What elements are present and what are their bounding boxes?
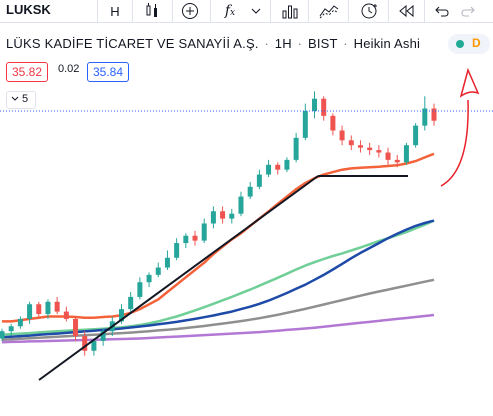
- candle-up: [256, 174, 262, 187]
- candle-up: [413, 125, 419, 146]
- bar-chart-icon[interactable]: [278, 0, 302, 22]
- candle-up: [164, 257, 170, 268]
- trendline-drawing: [38, 175, 319, 381]
- spread-value: 0.02: [58, 63, 80, 75]
- candle-down: [192, 235, 198, 241]
- candle-down: [394, 159, 400, 163]
- candle-up: [422, 108, 428, 126]
- candle-up: [229, 213, 235, 219]
- candle-up: [146, 274, 152, 283]
- candle-down: [385, 152, 391, 160]
- top-toolbar: LUKSK H fx: [0, 0, 493, 23]
- candle-down: [321, 98, 327, 116]
- candle-down: [73, 318, 79, 337]
- moving-average-ma5: [1, 313, 435, 344]
- candle-down: [339, 130, 345, 141]
- toolbar-divider: [132, 0, 133, 22]
- candles-icon[interactable]: [140, 0, 164, 22]
- candle-down: [63, 311, 69, 319]
- candle-down: [348, 140, 354, 146]
- candle-up: [284, 159, 290, 170]
- symbol-name[interactable]: LÜKS KADİFE TİCARET VE SANAYİİ A.Ş.: [6, 36, 259, 51]
- candle-up: [403, 145, 409, 163]
- candles: [0, 91, 437, 356]
- candle-up: [91, 340, 97, 351]
- candle-up: [118, 309, 124, 322]
- legend-chart-type: Heikin Ashi: [353, 36, 421, 51]
- buy-price[interactable]: 35.84: [87, 62, 130, 82]
- candle-up: [293, 137, 299, 160]
- candle-up: [238, 196, 244, 214]
- candle-up: [312, 98, 318, 111]
- candle-up: [100, 331, 106, 341]
- toolbar-divider: [388, 0, 389, 22]
- candle-down: [330, 115, 336, 131]
- toolbar-divider: [172, 0, 173, 22]
- candle-down: [82, 336, 88, 351]
- replay-icon[interactable]: [394, 0, 418, 22]
- candle-down: [376, 150, 382, 153]
- add-compare-icon[interactable]: [178, 0, 202, 22]
- legend-interval: 1H: [274, 36, 292, 51]
- toolbar-divider: [424, 0, 425, 22]
- toolbar-divider: [348, 0, 349, 22]
- candle-up: [302, 110, 308, 138]
- candle-down: [275, 164, 281, 170]
- sell-price[interactable]: 35.82: [6, 62, 49, 82]
- indicators-icon[interactable]: fx: [224, 3, 236, 19]
- toolbar-divider: [270, 0, 271, 22]
- candle-up: [128, 296, 134, 310]
- chevron-down-icon: [11, 93, 19, 108]
- candle-up: [210, 211, 216, 224]
- arrow-head-icon: [459, 67, 480, 98]
- area-chart-icon[interactable]: [316, 0, 342, 22]
- candle-down: [54, 301, 60, 312]
- redo-icon[interactable]: [458, 0, 480, 22]
- candle-up: [174, 243, 180, 258]
- candle-down: [367, 147, 373, 151]
- candle-up: [0, 331, 5, 339]
- candle-up: [201, 223, 207, 241]
- moving-average-ma1: [2, 152, 435, 323]
- symbol-legend: LÜKS KADİFE TİCARET VE SANAYİİ A.Ş. · 1H…: [6, 36, 421, 51]
- interval-button[interactable]: H: [110, 3, 120, 19]
- toolbar-divider: [210, 0, 211, 22]
- candle-down: [220, 211, 226, 219]
- candle-up: [155, 267, 161, 275]
- candle-up: [266, 164, 272, 175]
- delayed-badge: D: [472, 36, 481, 50]
- indicators-toggle[interactable]: 5: [6, 91, 36, 109]
- candle-up: [27, 304, 33, 319]
- arrow-annotation: [440, 99, 469, 187]
- candle-up: [17, 318, 23, 327]
- undo-icon[interactable]: [430, 0, 452, 22]
- candle-up: [45, 301, 51, 315]
- legend-exchange: BIST: [307, 36, 338, 51]
- candle-up: [137, 282, 143, 297]
- candle-down: [36, 304, 42, 315]
- toolbar-divider: [97, 0, 98, 22]
- toolbar-divider: [308, 0, 309, 22]
- drawings: [0, 67, 493, 381]
- symbol-search[interactable]: LUKSK: [6, 2, 51, 17]
- candle-up: [247, 186, 253, 197]
- market-status-badges[interactable]: D: [448, 34, 490, 54]
- alert-icon[interactable]: [356, 0, 382, 22]
- indicator-count: 5: [22, 93, 29, 105]
- market-open-icon: [456, 40, 464, 48]
- candle-up: [183, 235, 189, 244]
- dropdown-icon[interactable]: [248, 0, 264, 22]
- candle-up: [8, 326, 14, 332]
- candle-down: [431, 108, 437, 121]
- candle-down: [357, 145, 363, 148]
